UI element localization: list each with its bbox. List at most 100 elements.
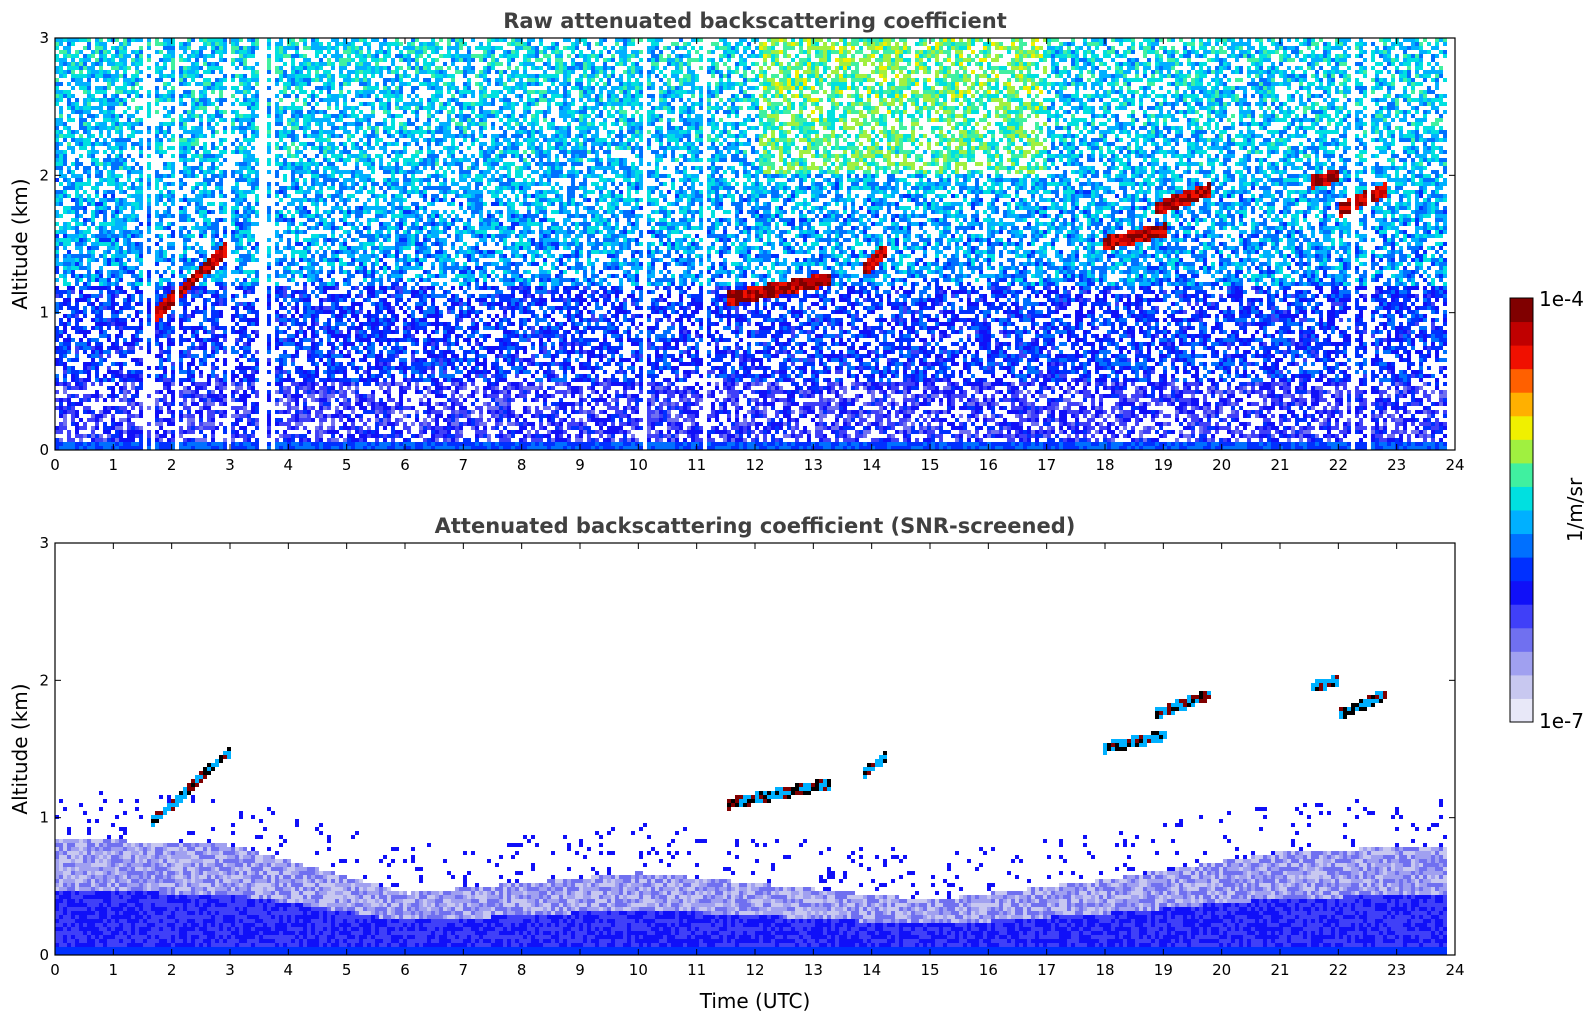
raw-heat-cell	[79, 246, 83, 250]
raw-heat-cell	[63, 390, 67, 394]
raw-heat-cell	[139, 278, 143, 282]
raw-heat-cell	[139, 142, 143, 146]
raw-heat-cell	[119, 290, 123, 294]
raw-heat-cell	[63, 206, 67, 210]
raw-heat-cell	[67, 94, 71, 98]
raw-heat-cell	[107, 298, 111, 302]
raw-heat-cell	[83, 82, 87, 86]
raw-heat-cell	[79, 178, 83, 182]
raw-heat-cell	[135, 58, 139, 62]
raw-heat-cell	[119, 158, 123, 162]
raw-heat-cell	[71, 130, 75, 134]
raw-heat-cell	[135, 302, 139, 306]
raw-heat-cell	[135, 74, 139, 78]
raw-heat-cell	[115, 202, 119, 206]
raw-heat-cell	[67, 398, 71, 402]
raw-heat-cell	[135, 242, 139, 246]
raw-heat-cell	[79, 74, 83, 78]
raw-heat-cell	[147, 186, 151, 190]
raw-heat-cell	[107, 302, 111, 306]
raw-heat-cell	[103, 70, 107, 74]
raw-heat-cell	[111, 162, 115, 166]
raw-heat-cell	[127, 282, 131, 286]
raw-heat-cell	[119, 418, 123, 422]
raw-heat-cell	[127, 82, 131, 86]
raw-heat-cell	[87, 102, 91, 106]
raw-heat-cell	[67, 46, 71, 50]
raw-heat-cell	[103, 282, 107, 286]
raw-heat-cell	[147, 58, 151, 62]
raw-heat-cell	[99, 354, 103, 358]
raw-heat-cell	[91, 66, 95, 70]
raw-heat-cell	[131, 210, 135, 214]
raw-heat-cell	[107, 110, 111, 114]
raw-heat-cell	[79, 146, 83, 150]
raw-heat-cell	[111, 422, 115, 426]
raw-heat-cell	[139, 346, 143, 350]
raw-heat-cell	[87, 134, 91, 138]
raw-heat-cell	[67, 106, 71, 110]
raw-heat-cell	[83, 366, 87, 370]
raw-heat-cell	[91, 94, 95, 98]
raw-heat-cell	[79, 294, 83, 298]
raw-heat-cell	[79, 434, 83, 438]
raw-heat-cell	[131, 170, 135, 174]
raw-heat-cell	[95, 162, 99, 166]
raw-heat-cell	[99, 418, 103, 422]
raw-heat-cell	[63, 290, 67, 294]
raw-heat-cell	[79, 234, 83, 238]
raw-heat-cell	[75, 74, 79, 78]
raw-heat-cell	[75, 98, 79, 102]
raw-heat-cell	[135, 122, 139, 126]
raw-heat-cell	[95, 158, 99, 162]
raw-heat-cell	[63, 62, 67, 66]
raw-heat-cell	[79, 386, 83, 390]
raw-heat-cell	[63, 426, 67, 430]
raw-heat-cell	[91, 414, 95, 418]
raw-heat-cell	[131, 398, 135, 402]
raw-heat-cell	[91, 318, 95, 322]
raw-heat-cell	[87, 66, 91, 70]
raw-heat-cell	[67, 210, 71, 214]
raw-heat-cell	[87, 230, 91, 234]
raw-heat-cell	[119, 262, 123, 266]
raw-heat-cell	[123, 138, 127, 142]
raw-heat-cell	[59, 362, 63, 366]
raw-heat-cell	[135, 246, 139, 250]
raw-heat-cell	[127, 418, 131, 422]
raw-heat-cell	[99, 274, 103, 278]
raw-heat-cell	[135, 110, 139, 114]
raw-heat-cell	[119, 322, 123, 326]
raw-heat-cell	[75, 318, 79, 322]
raw-heat-cell	[83, 434, 87, 438]
raw-heat-cell	[99, 326, 103, 330]
raw-heat-cell	[115, 78, 119, 82]
raw-heat-cell	[103, 178, 107, 182]
raw-heat-cell	[103, 358, 107, 362]
raw-heat-cell	[67, 146, 71, 150]
raw-heat-cell	[71, 86, 75, 90]
raw-heat-cell	[99, 162, 103, 166]
raw-heat-cell	[127, 122, 131, 126]
raw-heat-cell	[87, 194, 91, 198]
raw-heat-cell	[147, 154, 151, 158]
raw-heat-cell	[71, 406, 75, 410]
raw-heat-cell	[91, 302, 95, 306]
raw-heat-cell	[91, 434, 95, 438]
raw-heat-cell	[95, 114, 99, 118]
raw-heat-cell	[95, 246, 99, 250]
raw-heat-cell	[119, 54, 123, 58]
raw-heat-cell	[119, 182, 123, 186]
raw-heat-cell	[79, 126, 83, 130]
raw-heat-cell	[75, 298, 79, 302]
raw-heat-cell	[87, 202, 91, 206]
raw-heat-cell	[115, 162, 119, 166]
raw-heat-cell	[115, 262, 119, 266]
raw-heat-cell	[83, 190, 87, 194]
raw-heat-cell	[103, 214, 107, 218]
raw-heat-cell	[127, 230, 131, 234]
raw-heat-cell	[59, 226, 63, 230]
raw-heat-cell	[111, 290, 115, 294]
raw-heat-cell	[67, 282, 71, 286]
raw-heat-cell	[75, 78, 79, 82]
